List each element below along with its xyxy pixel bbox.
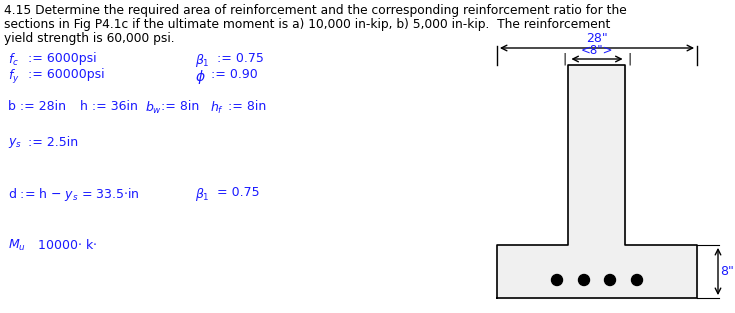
Text: 8": 8" (720, 265, 734, 278)
Text: := 0.75: := 0.75 (213, 52, 264, 65)
Text: $f_y$: $f_y$ (8, 68, 20, 86)
Circle shape (604, 275, 615, 285)
Text: := 2.5in: := 2.5in (24, 136, 78, 149)
Text: b := 28in: b := 28in (8, 100, 66, 113)
Text: $y_s$: $y_s$ (8, 136, 22, 150)
Text: $\beta_1$: $\beta_1$ (195, 52, 209, 69)
Text: d := h $-$ $y_s$ = 33.5$\cdot$in: d := h $-$ $y_s$ = 33.5$\cdot$in (8, 186, 140, 203)
Text: $M_u$: $M_u$ (8, 238, 26, 253)
Text: yield strength is 60,000 psi.: yield strength is 60,000 psi. (4, 32, 175, 45)
Text: $b_w$: $b_w$ (145, 100, 162, 116)
Circle shape (578, 275, 589, 285)
Text: := 6000psi: := 6000psi (28, 52, 96, 65)
Circle shape (551, 275, 562, 285)
Text: := 8in: := 8in (161, 100, 199, 113)
Text: := 0.90: := 0.90 (207, 68, 258, 81)
Polygon shape (497, 65, 697, 298)
Text: sections in Fig P4.1c if the ultimate moment is a) 10,000 in-kip, b) 5,000 in-ki: sections in Fig P4.1c if the ultimate mo… (4, 18, 610, 31)
Text: $h_f$: $h_f$ (210, 100, 224, 116)
Text: 28": 28" (586, 32, 608, 45)
Circle shape (631, 275, 642, 285)
Text: $f_c$: $f_c$ (8, 52, 19, 68)
Text: $\phi$: $\phi$ (195, 68, 206, 86)
Text: 4.15 Determine the required area of reinforcement and the corresponding reinforc: 4.15 Determine the required area of rein… (4, 4, 627, 17)
Text: = 0.75: = 0.75 (213, 186, 259, 199)
Text: h := 36in: h := 36in (72, 100, 138, 113)
Text: <8">: <8"> (581, 44, 613, 57)
Text: |: | (562, 53, 567, 65)
Text: := 8in: := 8in (224, 100, 266, 113)
Text: |: | (628, 53, 632, 65)
Text: $\beta_1$: $\beta_1$ (195, 186, 209, 203)
Text: := 60000psi: := 60000psi (28, 68, 104, 81)
Text: 10000$\cdot$ k$\cdot$: 10000$\cdot$ k$\cdot$ (30, 238, 98, 252)
